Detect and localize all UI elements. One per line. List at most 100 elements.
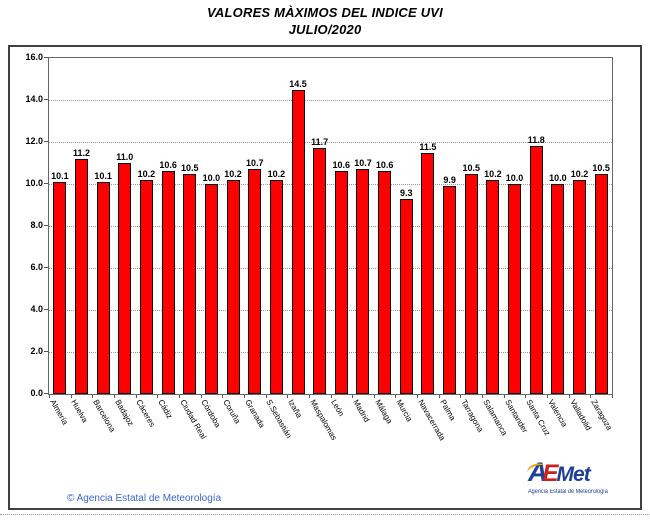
y-axis-tick	[44, 393, 48, 394]
bar	[551, 184, 565, 394]
bar-value-label: 10.5	[592, 162, 610, 173]
x-axis-tick	[113, 395, 115, 398]
x-axis-tick	[525, 395, 527, 398]
logo-letter-e: E	[542, 460, 559, 487]
x-axis-tick	[438, 395, 440, 398]
bar-value-label: 14.5	[289, 78, 307, 89]
x-axis-label: Granada	[242, 398, 267, 430]
logo-letters-met: Met	[556, 463, 591, 486]
y-axis-tick	[44, 225, 48, 226]
bar-value-label: 10.2	[137, 168, 156, 179]
y-axis-tick-label: 12.0	[25, 136, 43, 146]
y-axis-tick-label: 2.0	[30, 346, 43, 356]
x-axis-tick	[352, 395, 354, 398]
x-axis-tick	[287, 395, 289, 398]
y-axis-tick	[44, 267, 48, 268]
bar-value-label: 10.7	[245, 158, 264, 169]
bar-value-label: 10.0	[202, 173, 221, 183]
x-axis-label: Valencia	[546, 398, 569, 429]
bar-value-label: 9.9	[443, 175, 456, 186]
y-gridline	[49, 142, 612, 143]
x-axis-tick	[222, 395, 224, 398]
bar-value-label: 10.5	[180, 162, 199, 173]
x-axis-label: Madrid	[351, 398, 372, 424]
bar-value-label: 10.1	[51, 170, 69, 181]
x-axis-label: Huelva	[69, 398, 90, 425]
bar	[594, 173, 608, 394]
y-axis-tick	[44, 99, 48, 100]
bar-value-label: 11.8	[527, 135, 545, 146]
x-axis-tick	[547, 395, 549, 398]
y-axis-tick	[44, 351, 48, 352]
bar-value-label: 10.2	[570, 168, 589, 179]
x-axis-tick	[243, 395, 245, 398]
x-axis-tick	[417, 395, 419, 398]
y-axis-tick	[44, 57, 48, 58]
y-axis-tick-label: 16.0	[25, 52, 43, 62]
bar-value-label: 11.7	[311, 137, 329, 148]
bar-value-label: 10.6	[159, 160, 177, 171]
x-axis-label: Almería	[48, 398, 70, 427]
bar-value-label: 10.6	[375, 160, 394, 171]
y-axis-tick-label: 14.0	[25, 94, 43, 104]
bar-value-label: 10.7	[354, 158, 372, 169]
x-axis-label: Coruña	[221, 398, 243, 426]
x-axis-tick	[49, 395, 50, 398]
x-axis-tick	[395, 395, 397, 398]
bar	[508, 184, 522, 394]
x-axis-label: Málaga	[372, 398, 394, 426]
x-axis-tick	[568, 395, 570, 398]
y-gridline	[49, 310, 612, 311]
bar	[291, 89, 305, 394]
page-bottom-edge	[0, 514, 650, 515]
x-axis-tick	[503, 395, 505, 398]
plot-area: 10.1 11.2 10.1 11.0 10.2 10.6 10.5 10.0 10.2 10.7…	[48, 57, 613, 395]
bar-value-label: 10.0	[549, 173, 567, 183]
y-gridline	[49, 268, 612, 269]
x-axis-tick	[590, 395, 592, 398]
bar	[573, 179, 587, 394]
footer-copyright: © Agencia Estatal de Meteorología	[67, 493, 222, 504]
logo-subtitle: Agencia Estatal de Meteorología	[528, 489, 608, 495]
bar	[226, 179, 240, 394]
bar	[443, 186, 457, 394]
x-axis-tick	[157, 395, 159, 398]
x-axis-tick	[178, 395, 180, 398]
bar	[313, 148, 327, 394]
bar	[399, 198, 413, 394]
x-axis-label: Palma	[437, 398, 457, 423]
x-axis-tick	[482, 395, 484, 398]
bar-value-label: 10.5	[462, 162, 481, 173]
bar	[118, 163, 132, 394]
y-axis-tick	[44, 141, 48, 142]
bar-value-label: 10.2	[267, 168, 286, 179]
x-axis-tick	[135, 395, 137, 398]
bar	[139, 179, 153, 394]
x-axis-tick	[460, 395, 462, 398]
y-axis-tick-label: 6.0	[30, 262, 43, 272]
x-axis-tick	[200, 395, 202, 398]
logo-letter-a: A	[528, 457, 548, 487]
bar-value-label: 11.5	[419, 141, 437, 152]
bar	[529, 146, 543, 394]
x-axis-tick	[373, 395, 375, 398]
bar-value-label: 10.0	[505, 173, 524, 183]
y-axis-tick-label: 0.0	[30, 388, 43, 398]
bar	[421, 152, 435, 394]
y-gridline	[49, 100, 612, 101]
aemet-logo: AEMet Agencia Estatal de Meteorología	[525, 457, 632, 503]
y-axis-tick	[44, 183, 48, 184]
x-axis-tick	[612, 395, 613, 398]
bar	[486, 179, 500, 394]
x-axis-tick	[308, 395, 310, 398]
y-gridline	[49, 184, 612, 185]
chart-title-line1: VALORES MÀXIMOS DEL INDICE UVI	[207, 5, 443, 20]
y-axis-tick-label: 10.0	[25, 178, 43, 188]
bar	[356, 169, 370, 394]
x-axis-label: Badajoz	[112, 398, 136, 428]
y-axis-tick	[44, 309, 48, 310]
y-axis-tick-label: 4.0	[30, 304, 43, 314]
bar	[53, 181, 67, 394]
bar	[269, 179, 283, 394]
bar-value-label: 9.3	[400, 187, 413, 198]
